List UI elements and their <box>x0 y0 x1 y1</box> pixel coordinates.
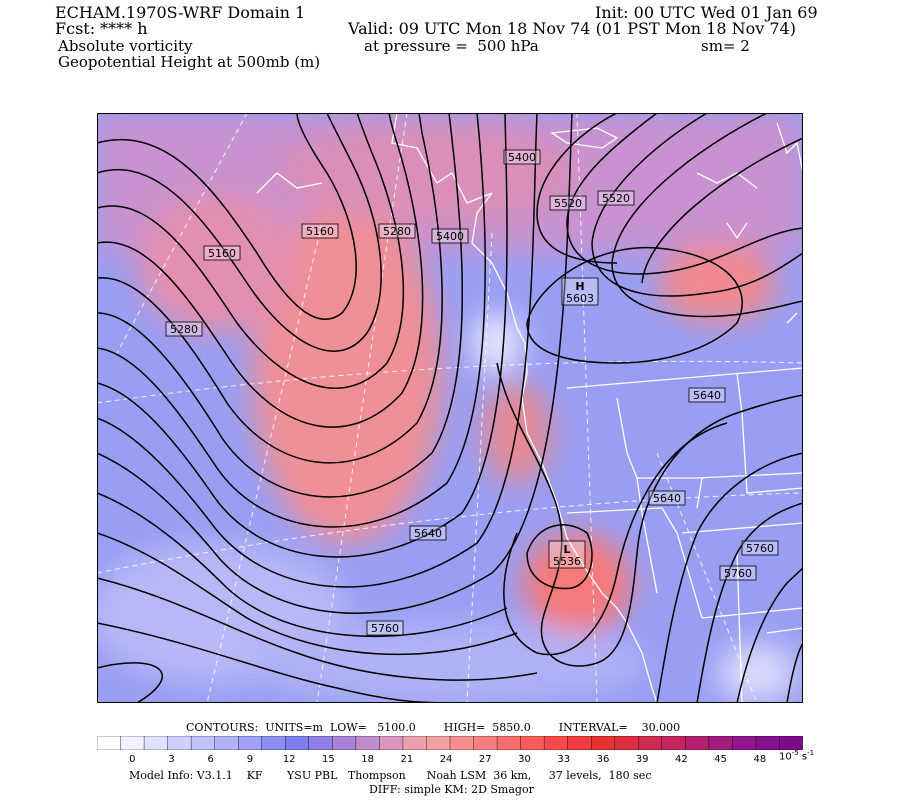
colorbar-swatch <box>614 736 639 750</box>
colorbar-swatch <box>285 736 310 750</box>
contour-label: 5160 <box>301 223 339 239</box>
contour-label: 5760 <box>366 620 404 636</box>
colorbar-tick-label: 33 <box>557 754 571 765</box>
colorbar-tick-label: 30 <box>518 754 531 765</box>
svg-text:5536: 5536 <box>553 555 581 568</box>
svg-text:5160: 5160 <box>306 225 334 238</box>
contour-field-name: Geopotential Height at 500mb (m) <box>58 53 321 71</box>
svg-text:5280: 5280 <box>383 225 411 238</box>
colorbar-swatch <box>543 736 569 750</box>
colorbar-swatch <box>661 736 687 750</box>
colorbar-swatch <box>779 736 803 750</box>
colorbar-units: 10-5 s-1 <box>779 749 815 763</box>
colorbar-swatch <box>190 736 216 750</box>
svg-text:5160: 5160 <box>208 247 236 260</box>
model-title: ECHAM.1970S-WRF Domain 1 <box>55 3 306 22</box>
colorbar-swatch <box>332 736 357 750</box>
svg-text:5640: 5640 <box>414 527 442 540</box>
map-svg: 5160 5160 5280 5280 5400 5400 5520 5520 … <box>97 113 803 703</box>
contour-label: 5280 <box>165 321 203 337</box>
colorbar-tick-label: 12 <box>282 754 296 765</box>
contour-labels: 5160 5160 5280 5280 5400 5400 5520 5520 … <box>165 149 779 636</box>
contour-label: 5640 <box>409 525 447 541</box>
svg-text:5400: 5400 <box>508 151 536 164</box>
colorbar-swatch <box>755 736 781 750</box>
contour-label: 5760 <box>719 565 757 581</box>
pressure-level: at pressure = 500 hPa <box>364 37 539 55</box>
colorbar-swatch <box>473 736 498 750</box>
colorbar-swatch <box>308 736 334 750</box>
colorbar-tick-label: 45 <box>714 754 727 765</box>
colorbar-tick-label: 15 <box>322 754 335 765</box>
colorbar-swatch <box>237 736 263 750</box>
svg-text:5760: 5760 <box>724 567 752 580</box>
svg-text:5760: 5760 <box>371 622 399 635</box>
contour-label: 5520 <box>597 190 635 206</box>
colorbar-tick-label: 24 <box>439 754 453 765</box>
colorbar-swatch <box>97 736 122 750</box>
colorbar <box>97 736 803 750</box>
colorbar-tick-label: 27 <box>478 754 492 765</box>
svg-text:5603: 5603 <box>566 292 594 305</box>
contour-label: 5280 <box>378 223 416 239</box>
svg-text:5640: 5640 <box>653 492 681 505</box>
colorbar-swatch <box>167 736 192 750</box>
colorbar-tick-label: 6 <box>207 754 214 765</box>
svg-text:5520: 5520 <box>602 192 630 205</box>
colorbar-swatch <box>496 736 522 750</box>
svg-text:5280: 5280 <box>170 323 198 336</box>
map-frame <box>97 113 803 703</box>
contour-info: CONTOURS: UNITS=m LOW= 5100.0 HIGH= 5850… <box>186 721 681 734</box>
colorbar-swatch <box>520 736 545 750</box>
colorbar-tick-label: 18 <box>361 754 374 765</box>
height-contours <box>97 113 803 703</box>
colorbar-swatch <box>685 736 710 750</box>
colorbar-swatch <box>449 736 475 750</box>
colorbar-tick-label: 48 <box>753 754 767 765</box>
colorbar-swatch <box>261 736 286 750</box>
svg-text:5400: 5400 <box>436 230 464 243</box>
init-time: Init: 00 UTC Wed 01 Jan 69 <box>595 3 818 22</box>
colorbar-swatch <box>426 736 451 750</box>
svg-text:5640: 5640 <box>693 389 721 402</box>
colorbar-swatch <box>732 736 757 750</box>
map-panel: 5160 5160 5280 5280 5400 5400 5520 5520 … <box>97 113 803 703</box>
contour-label: 5160 <box>203 245 241 261</box>
colorbar-swatch <box>708 736 734 750</box>
colorbar-swatch <box>402 736 428 750</box>
valid-time: Valid: 09 UTC Mon 18 Nov 74 (01 PST Mon … <box>348 19 796 38</box>
contour-label: 5400 <box>431 228 469 244</box>
colorbar-swatch <box>214 736 239 750</box>
diff-info: DIFF: simple KM: 2D Smagor <box>369 783 534 796</box>
colorbar-tick-label: 36 <box>596 754 610 765</box>
high-center: H 5603 <box>561 277 599 306</box>
colorbar-tick-label: 0 <box>129 754 136 765</box>
contour-label: 5520 <box>549 195 587 211</box>
forecast-hour: Fcst: **** h <box>55 19 148 38</box>
svg-text:H: H <box>575 280 584 293</box>
colorbar-swatch <box>638 736 663 750</box>
colorbar-tick-label: 3 <box>168 754 175 765</box>
contour-label: 5400 <box>503 149 541 165</box>
low-center: L 5536 <box>548 540 586 569</box>
smoothing: sm= 2 <box>701 37 750 55</box>
svg-text:L: L <box>563 543 570 556</box>
contour-label: 5640 <box>648 490 686 506</box>
colorbar-tick-label: 21 <box>400 754 414 765</box>
colorbar-swatch <box>591 736 616 750</box>
colorbar-tick-label: 9 <box>246 754 254 765</box>
colorbar-swatch <box>120 736 145 750</box>
colorbar-swatch <box>355 736 381 750</box>
colorbar-tick-label: 42 <box>675 754 688 765</box>
field-name: Absolute vorticity <box>58 37 193 55</box>
contour-label: 5760 <box>741 540 779 556</box>
colorbar-tick-label: 39 <box>635 754 649 765</box>
svg-text:5760: 5760 <box>746 542 774 555</box>
contour-label: 5640 <box>688 387 726 403</box>
colorbar-swatch <box>143 736 169 750</box>
colorbar-swatch <box>567 736 592 750</box>
svg-text:5520: 5520 <box>554 197 582 210</box>
colorbar-swatch <box>379 736 404 750</box>
model-info: Model Info: V3.1.1 KF YSU PBL Thompson N… <box>129 769 652 782</box>
